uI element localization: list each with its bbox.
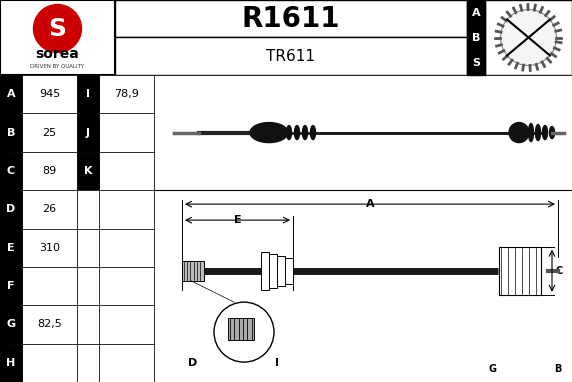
Text: 26: 26 [42, 204, 57, 214]
Bar [99, 152, 154, 190]
Circle shape [214, 302, 274, 362]
Text: G: G [489, 364, 497, 374]
Bar [99, 344, 154, 382]
Text: A: A [7, 89, 15, 99]
Bar [77, 75, 99, 113]
Text: A: A [366, 199, 374, 209]
Bar [499, 247, 541, 295]
Ellipse shape [311, 126, 316, 139]
Bar [77, 305, 99, 344]
Text: C: C [7, 166, 15, 176]
Bar [261, 252, 269, 290]
Ellipse shape [295, 126, 300, 139]
Bar [0, 152, 22, 190]
Text: D: D [6, 204, 15, 214]
Bar [77, 344, 99, 382]
Bar [99, 267, 154, 305]
Ellipse shape [303, 126, 308, 139]
Text: S: S [472, 58, 480, 68]
Bar [22, 344, 77, 382]
Ellipse shape [287, 126, 292, 139]
Text: B: B [7, 128, 15, 138]
Bar [77, 267, 99, 305]
Text: 78,9: 78,9 [114, 89, 139, 99]
Bar [115, 0, 467, 37]
Bar [22, 190, 77, 228]
Bar [0, 0, 115, 75]
Circle shape [500, 10, 557, 65]
Bar [77, 190, 99, 228]
Bar [0, 228, 22, 267]
Bar [22, 152, 77, 190]
Ellipse shape [542, 126, 547, 139]
Bar [99, 75, 154, 113]
Text: F: F [7, 281, 15, 291]
Text: E: E [7, 243, 15, 253]
Bar [99, 190, 154, 228]
Text: H: H [6, 358, 15, 368]
Ellipse shape [250, 123, 288, 142]
Text: 945: 945 [39, 89, 60, 99]
Text: I: I [275, 358, 279, 368]
Text: E: E [234, 215, 241, 225]
Text: I: I [86, 89, 90, 99]
Text: 25: 25 [42, 128, 57, 138]
Bar [154, 75, 572, 382]
Bar [99, 305, 154, 344]
Text: R1611: R1611 [242, 5, 340, 32]
Bar [0, 305, 22, 344]
Ellipse shape [550, 126, 554, 139]
Bar [277, 256, 285, 286]
Text: B: B [554, 364, 562, 374]
Bar [77, 228, 99, 267]
Ellipse shape [509, 123, 529, 142]
Bar [228, 318, 254, 340]
Bar [0, 267, 22, 305]
Bar [99, 228, 154, 267]
Ellipse shape [535, 125, 541, 141]
Text: 310: 310 [39, 243, 60, 253]
Bar [22, 305, 77, 344]
Text: sorea: sorea [35, 47, 80, 61]
Bar [22, 228, 77, 267]
Bar [77, 152, 99, 190]
Bar [485, 0, 572, 75]
Text: TR611: TR611 [267, 49, 316, 63]
Text: G: G [6, 319, 15, 329]
Text: B: B [472, 32, 480, 42]
Ellipse shape [529, 123, 534, 142]
Text: DRIVEN BY QUALITY: DRIVEN BY QUALITY [30, 63, 85, 68]
Bar [0, 75, 22, 113]
Text: S: S [49, 16, 66, 40]
Text: 82,5: 82,5 [37, 319, 62, 329]
Bar [22, 75, 77, 113]
Bar [0, 113, 22, 152]
Bar [115, 37, 467, 75]
Text: 89: 89 [42, 166, 57, 176]
Text: J: J [86, 128, 90, 138]
Bar [22, 113, 77, 152]
Text: C: C [555, 266, 563, 276]
Bar [182, 261, 204, 281]
Text: D: D [188, 358, 197, 368]
Bar [99, 113, 154, 152]
Circle shape [34, 5, 81, 52]
Bar [0, 190, 22, 228]
Bar [285, 258, 293, 284]
Bar [467, 0, 485, 75]
Bar [77, 113, 99, 152]
Bar [22, 267, 77, 305]
Text: K: K [84, 166, 92, 176]
Text: A: A [472, 8, 480, 18]
Bar [0, 344, 22, 382]
Bar [269, 254, 277, 288]
